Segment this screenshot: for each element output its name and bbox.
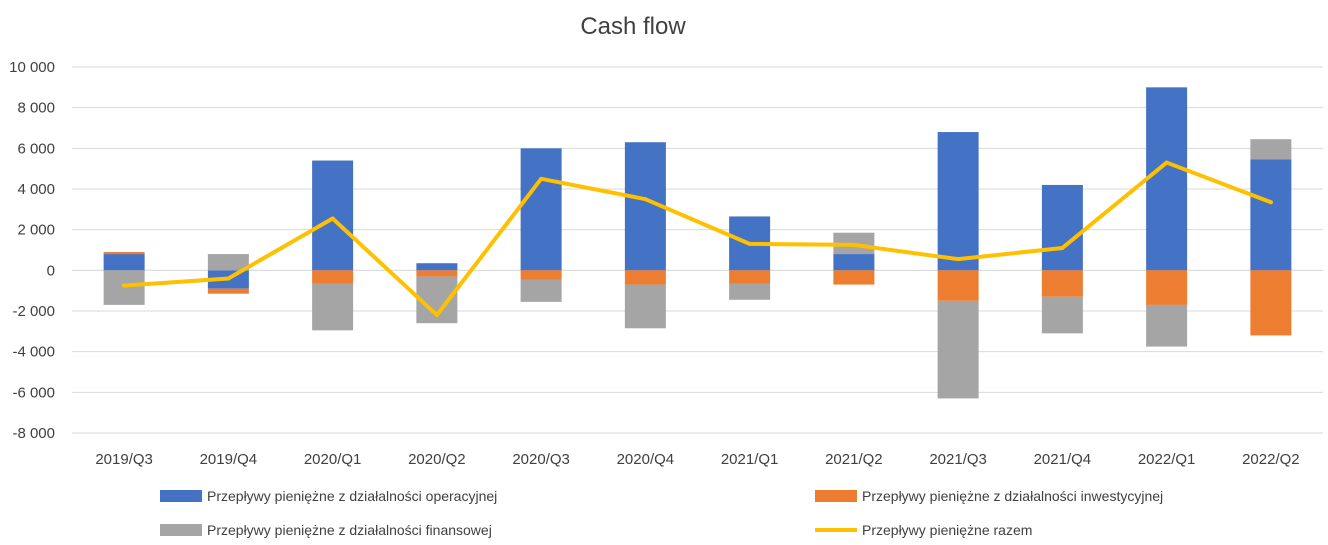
legend-label: Przepływy pieniężne z działalności inwes… (862, 488, 1163, 504)
legend-swatch (160, 490, 202, 502)
x-tick-label: 2021/Q3 (929, 451, 987, 468)
bar (1041, 184, 1083, 271)
line-point (434, 313, 439, 318)
x-tick-label: 2021/Q2 (825, 451, 883, 468)
x-tick-label: 2020/Q4 (617, 451, 675, 468)
y-tick-label: 2 000 (17, 222, 55, 239)
x-tick-label: 2021/Q4 (1034, 451, 1092, 468)
line-point (1268, 200, 1273, 205)
bar (207, 288, 249, 294)
legend-label: Przepływy pieniężne z działalności opera… (207, 488, 497, 504)
bar (624, 270, 666, 285)
bar (207, 254, 249, 271)
bar-series (103, 87, 1292, 399)
line-point (956, 257, 961, 262)
y-tick-label: -4 000 (12, 344, 55, 361)
line-point (643, 197, 648, 202)
total-line (122, 160, 1273, 318)
x-tick-label: 2020/Q1 (304, 451, 362, 468)
line-point (539, 176, 544, 181)
bar (520, 148, 562, 271)
x-tick-label: 2020/Q3 (512, 451, 570, 468)
legend-swatch (815, 490, 857, 502)
bar (937, 300, 979, 399)
bar (416, 263, 458, 271)
legend-label: Przepływy pieniężne razem (862, 522, 1032, 538)
legend-label: Przepływy pieniężne z działalności finan… (207, 522, 492, 538)
bar (1146, 270, 1188, 305)
bar (1250, 139, 1292, 160)
bar (624, 284, 666, 329)
x-tick-label: 2019/Q3 (95, 451, 153, 468)
bar (520, 270, 562, 280)
bar (416, 270, 458, 277)
y-tick-label: 8 000 (17, 100, 55, 117)
y-tick-label: -2 000 (12, 303, 55, 320)
bar (1146, 304, 1188, 347)
x-axis: 2019/Q3 2019/Q4 2020/Q1 2020/Q2 2020/Q3 2020/… (95, 451, 1299, 468)
bar (103, 254, 145, 271)
y-tick-label: 10 000 (9, 59, 55, 76)
line-point (1164, 160, 1169, 165)
bar (1250, 159, 1292, 271)
line-point (122, 283, 127, 288)
y-tick-label: -8 000 (12, 425, 55, 442)
bar (103, 252, 145, 255)
gridlines (72, 66, 1323, 434)
x-tick-label: 2022/Q1 (1138, 451, 1196, 468)
bar (1041, 296, 1083, 334)
bar (1041, 270, 1083, 297)
y-tick-label: 6 000 (17, 140, 55, 157)
y-tick-label: 0 (47, 262, 55, 279)
bar (833, 254, 875, 271)
y-tick-label: -6 000 (12, 384, 55, 401)
bar (729, 283, 771, 300)
legend-swatch (160, 524, 202, 536)
bar (937, 132, 979, 271)
x-tick-label: 2019/Q4 (200, 451, 258, 468)
line-point (330, 216, 335, 221)
bar (312, 160, 354, 271)
chart-title: Cash flow (580, 13, 686, 40)
bar (729, 270, 771, 284)
x-tick-label: 2021/Q1 (721, 451, 779, 468)
bar (833, 270, 875, 285)
bar (937, 270, 979, 301)
line-point (226, 276, 231, 281)
x-tick-label: 2022/Q2 (1242, 451, 1300, 468)
line-point (1060, 245, 1065, 250)
bar (1146, 87, 1188, 271)
y-axis: 10 000 8 000 6 000 4 000 2 000 0 -2 000 -4 000 -… (9, 59, 55, 442)
bar (103, 270, 145, 305)
y-tick-label: 4 000 (17, 181, 55, 198)
bar (1250, 270, 1292, 336)
bar (312, 270, 354, 284)
line-point (851, 242, 856, 247)
line-series (122, 160, 1273, 318)
bar (312, 283, 354, 331)
line-point (747, 241, 752, 246)
legend: Przepływy pieniężne z działalności opera… (160, 488, 1163, 538)
bar (520, 279, 562, 302)
x-tick-label: 2020/Q2 (408, 451, 466, 468)
